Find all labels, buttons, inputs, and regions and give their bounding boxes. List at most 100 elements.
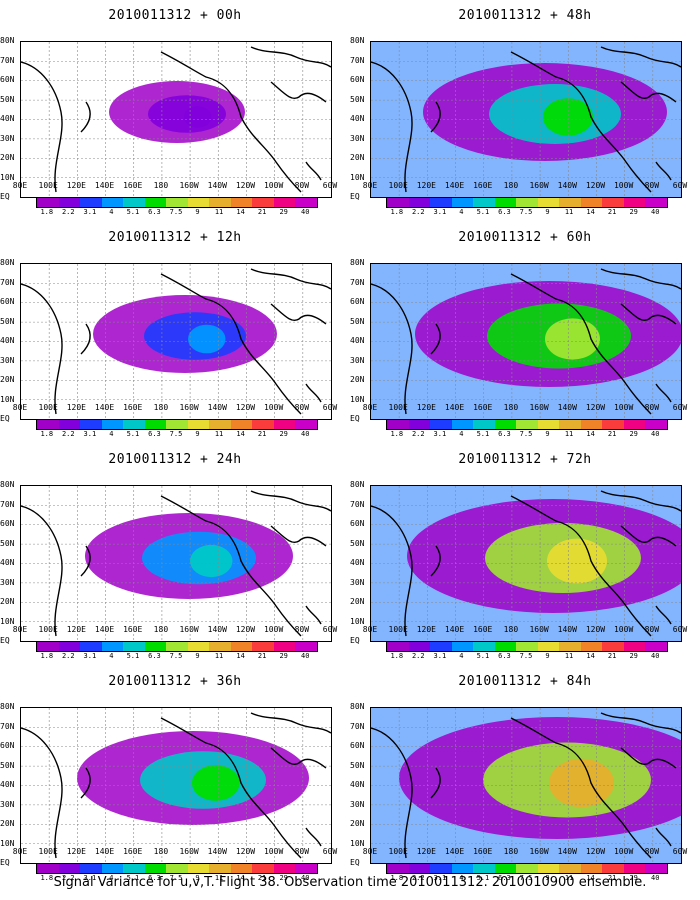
colorbar-swatch	[80, 420, 102, 429]
lon-label: 120E	[416, 181, 436, 190]
variance-map	[370, 263, 682, 420]
lon-label: 160W	[529, 403, 549, 412]
lon-label: 120W	[235, 625, 256, 634]
colorbar-swatch	[123, 420, 145, 429]
lon-label: 160W	[529, 181, 549, 190]
lon-label: 60W	[672, 847, 688, 856]
colorbar-label: 7.5	[519, 208, 533, 216]
variance-map	[370, 485, 682, 642]
colorbar-swatch	[187, 420, 210, 429]
lon-label: 80W	[644, 847, 660, 856]
panel-title: 2010011312 + 60h	[458, 230, 592, 245]
colorbar-swatch	[209, 642, 231, 651]
lat-label: 20N	[350, 819, 365, 828]
colorbar-label: 29	[279, 652, 288, 660]
colorbar-label: 6.3	[148, 208, 161, 216]
lon-label: 120E	[66, 847, 86, 856]
colorbar-label: 9	[545, 208, 550, 216]
lon-label: 80W	[294, 847, 310, 856]
colorbar-label: 3.1	[433, 208, 447, 216]
lon-label: 160W	[179, 847, 199, 856]
colorbar-swatch	[602, 864, 624, 873]
lon-label: 140W	[557, 181, 577, 190]
lon-label: 120E	[66, 625, 86, 634]
lon-label: 140E	[94, 847, 115, 856]
figure-caption: Signal Variance for u,v,T. Flight 38. Ob…	[53, 875, 647, 890]
colorbar-swatch	[451, 198, 474, 207]
lat-label: 60N	[350, 741, 365, 750]
colorbar-label: 14	[586, 208, 595, 216]
colorbar-swatch	[537, 642, 560, 651]
colorbar-swatch	[295, 198, 317, 207]
lon-label: 140E	[444, 625, 465, 634]
lon-label: 80E	[362, 181, 378, 190]
colorbar-swatch	[123, 642, 145, 651]
lon-label: 80W	[644, 625, 660, 634]
colorbar-label: 9	[545, 874, 550, 882]
colorbar-swatch	[623, 864, 646, 873]
colorbar-label: 4	[109, 652, 114, 660]
lon-label: 60W	[322, 625, 338, 634]
lon-label: 160W	[529, 847, 549, 856]
lon-label: 100W	[263, 403, 284, 412]
lat-label: 50N	[350, 760, 365, 770]
colorbar-swatch	[101, 864, 124, 873]
lat-label: 50N	[0, 316, 15, 326]
colorbar-swatch	[580, 642, 603, 651]
lat-label: 40N	[0, 336, 15, 345]
lon-label: 160E	[473, 403, 493, 412]
colorbar-swatch	[58, 642, 81, 651]
lat-label: 40N	[350, 336, 365, 345]
colorbar-label: 2.2	[61, 430, 75, 438]
lon-label: 140E	[444, 181, 465, 190]
colorbar-swatch	[166, 420, 188, 429]
colorbar-swatch	[252, 198, 274, 207]
colorbar-label: 9	[545, 652, 550, 660]
lat-label: 70N	[0, 499, 15, 509]
lat-label: 60N	[0, 297, 15, 306]
map-panel: 2010011312 + 60h 80N 70N 60N 50N 40N 30N 20N 10N…	[350, 222, 700, 444]
lon-label: 80E	[362, 625, 378, 634]
colorbar-label: 2.2	[61, 208, 75, 216]
lon-label: 120W	[585, 847, 606, 856]
lat-label: EQ	[350, 636, 360, 645]
colorbar-swatch	[101, 642, 124, 651]
colorbar-label: 6.3	[498, 208, 511, 216]
lat-label: 80N	[350, 702, 365, 711]
colorbar-swatch	[645, 420, 667, 429]
lon-label: 100W	[263, 847, 284, 856]
colorbar	[386, 419, 668, 430]
colorbar	[36, 419, 318, 430]
lat-label: 30N	[0, 577, 15, 587]
colorbar-swatch	[559, 198, 581, 207]
lon-label: 180	[503, 403, 519, 412]
lon-label: 100E	[38, 847, 58, 856]
panel-title: 2010011312 + 72h	[458, 452, 592, 467]
colorbar-swatch	[387, 198, 409, 207]
lon-label: 120E	[66, 181, 86, 190]
colorbar-swatch	[273, 420, 296, 429]
lon-label: 100W	[613, 625, 634, 634]
colorbar-swatch	[473, 642, 495, 651]
lon-label: 120W	[235, 403, 256, 412]
colorbar-label: 1.8	[390, 652, 404, 660]
colorbar-swatch	[559, 642, 581, 651]
colorbar-swatch	[408, 198, 431, 207]
colorbar-swatch	[451, 420, 474, 429]
colorbar	[386, 641, 668, 652]
lon-label: 100E	[388, 847, 408, 856]
colorbar-swatch	[187, 864, 210, 873]
colorbar-label: 3.1	[433, 874, 447, 882]
colorbar-label: 6.3	[498, 430, 511, 438]
lon-label: 160E	[123, 847, 143, 856]
lat-label: EQ	[0, 192, 10, 201]
lon-label: 80E	[12, 181, 28, 190]
lon-label: 180	[503, 847, 519, 856]
lon-label: 180	[153, 625, 169, 634]
lat-label: 20N	[0, 375, 15, 384]
lat-label: 40N	[350, 558, 365, 567]
colorbar-swatch	[144, 198, 167, 207]
colorbar-label: 1.8	[40, 652, 54, 660]
colorbar-label: 7.5	[519, 652, 533, 660]
lon-label: 80W	[294, 403, 310, 412]
